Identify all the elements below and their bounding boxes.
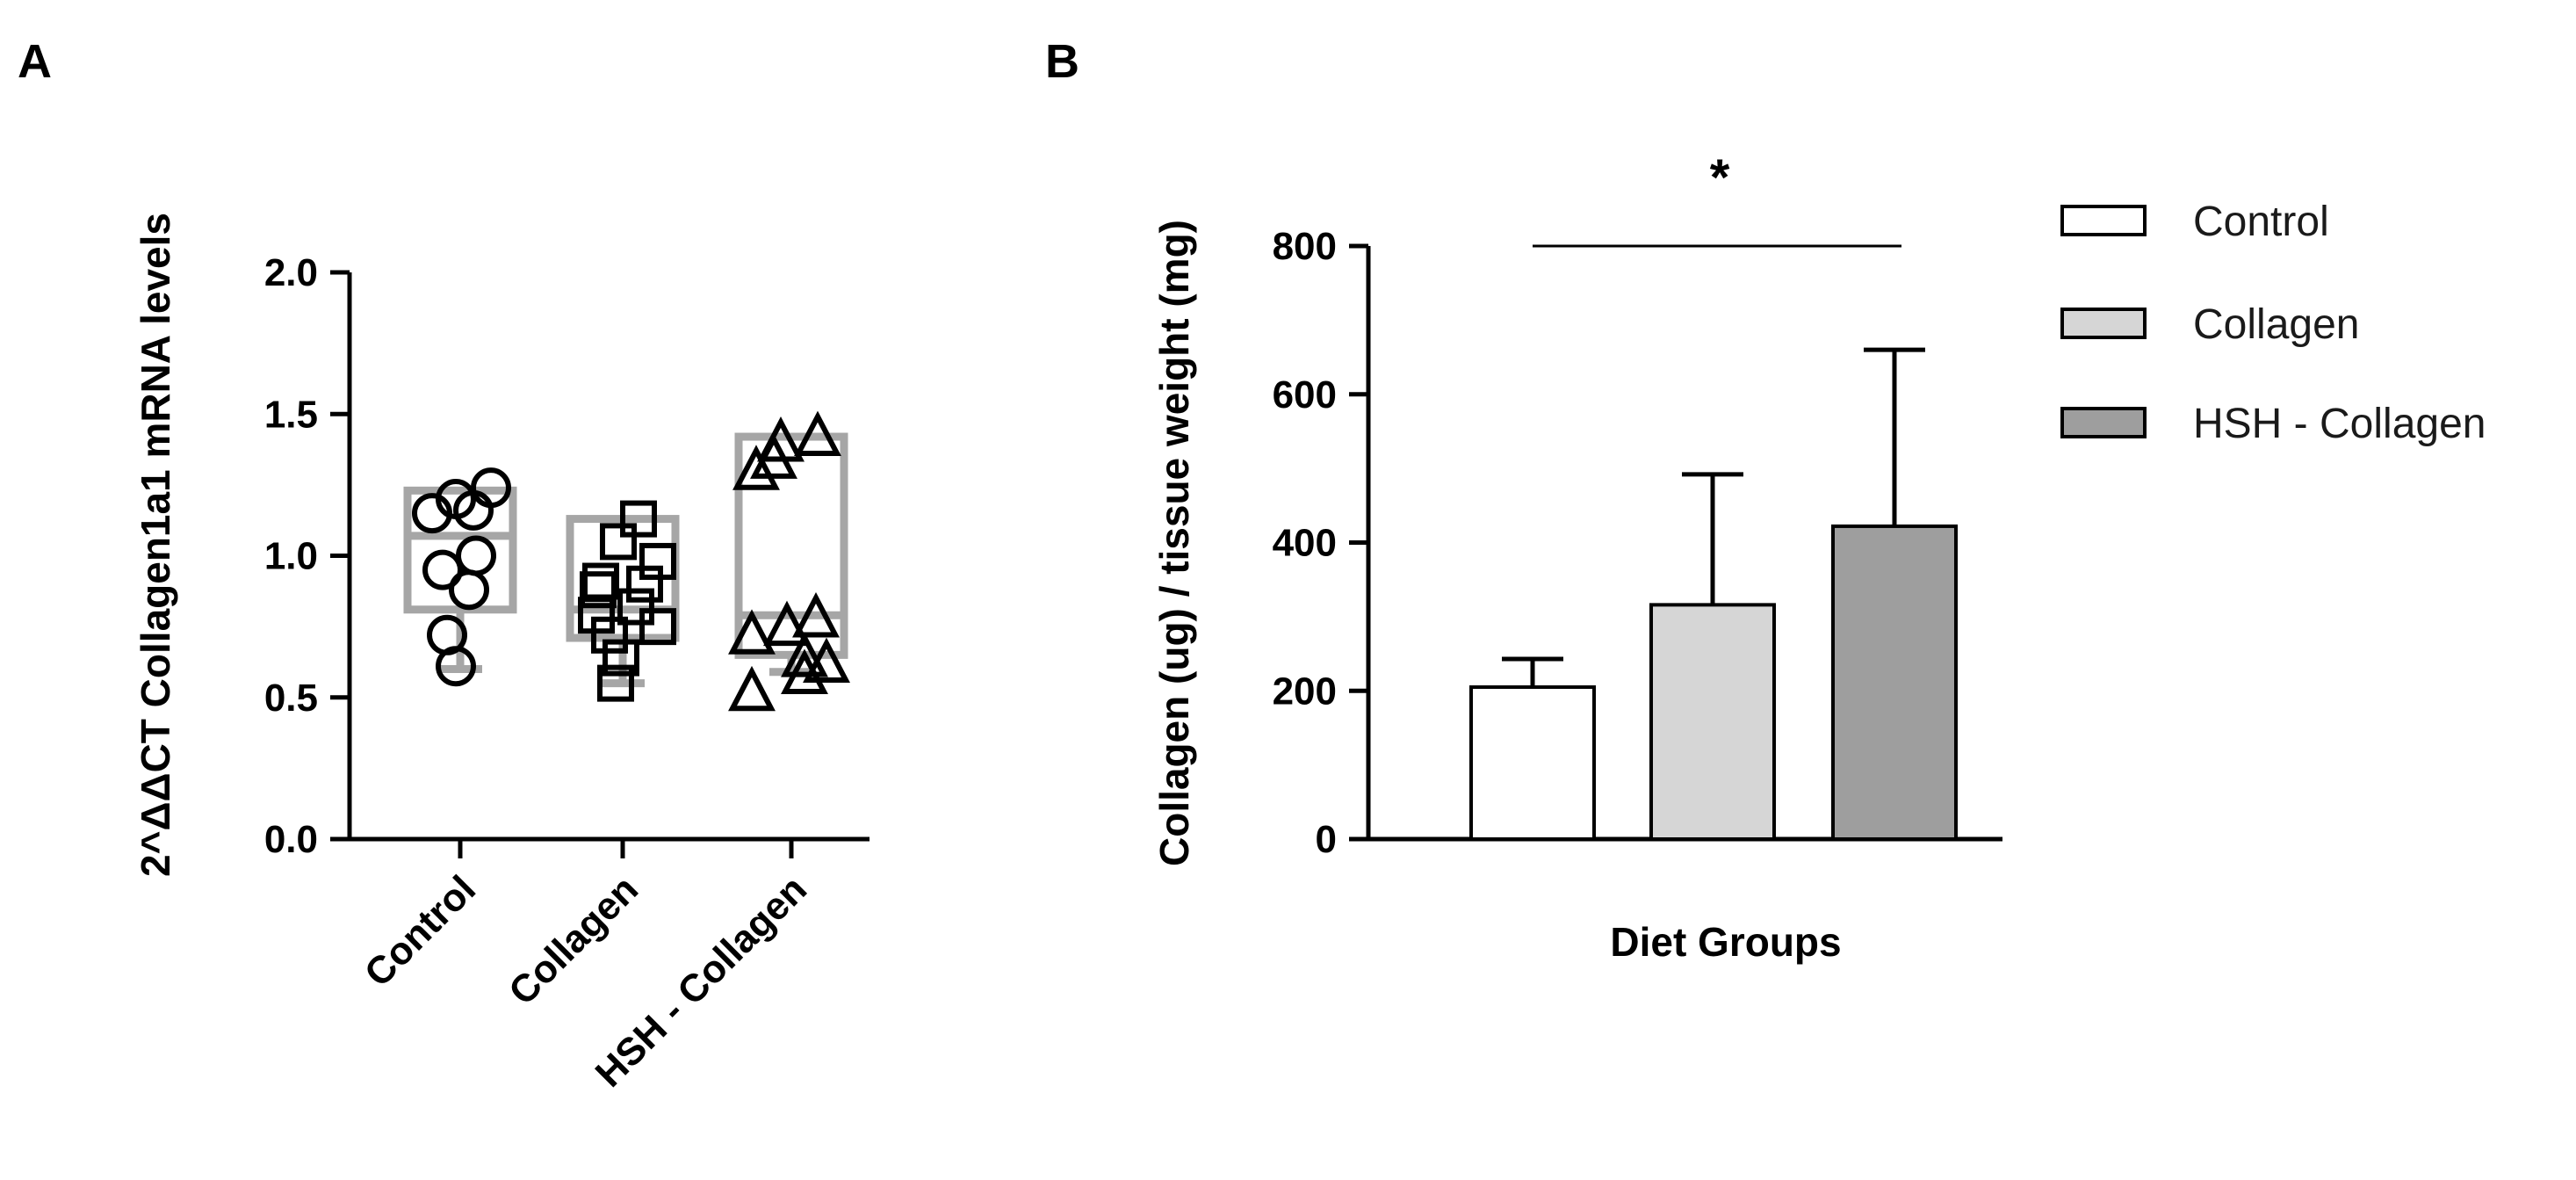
panel-a: A 2^ΔΔCT Collagen1a1 mRNA levels 0.0 0.5 1…	[18, 35, 869, 1096]
panel-a-point-square	[626, 565, 663, 603]
panel-a-y-tick-label: 2.0	[264, 251, 318, 294]
panel-a-point-circle	[453, 489, 494, 531]
panel-a-y-tick-label: 1.0	[264, 535, 318, 578]
panel-a-point-square	[617, 588, 654, 626]
panel-a-point-triangle	[794, 410, 841, 457]
panel-a-point-square	[620, 500, 657, 538]
panel-b-bar	[1831, 524, 1958, 841]
panel-b-bars	[1469, 347, 1958, 841]
panel-a-point-triangle	[728, 609, 776, 655]
panel-a-point-square	[639, 608, 676, 646]
panel-a-point-triangle	[803, 637, 850, 684]
panel-a-point-triangle	[732, 445, 780, 490]
panel-b-y-axis-title: Collagen (ug) / tissue weight (mg)	[1151, 220, 1197, 866]
panel-b-legend-swatch	[2060, 205, 2147, 236]
panel-b-legend-swatch	[2060, 308, 2147, 339]
panel-b-y-tick-label: 400	[1273, 522, 1337, 565]
panel-a-point-square	[580, 571, 617, 609]
panel-a-point-circle	[449, 569, 489, 611]
panel-b-x-axis-title: Diet Groups	[1610, 919, 1841, 965]
panel-a-y-axis-title: 2^ΔΔCT Collagen1a1 mRNA levels	[133, 213, 178, 877]
panel-b-y-tick-label: 800	[1273, 225, 1337, 268]
panel-b-legend-label: HSH - Collagen	[2193, 401, 2486, 447]
panel-b-letter: B	[1045, 35, 1079, 88]
panel-b-legend-swatch	[2060, 407, 2147, 438]
panel-a-point-circle	[456, 535, 496, 576]
panel-a-point-circle	[412, 493, 452, 534]
panel-a-point-triangle	[781, 648, 828, 694]
panel-a-point-triangle	[792, 591, 840, 638]
panel-b: B Collagen (ug) / tissue weight (mg) Die…	[1045, 35, 2486, 965]
panel-b-y-tick-label: 200	[1273, 670, 1337, 713]
panel-a-point-circle	[422, 549, 463, 590]
panel-a-axes: 0.0 0.5 1.0 1.5 2.0	[264, 251, 869, 861]
panel-b-legend: Control Collagen HSH - Collagen	[2060, 199, 2486, 447]
panel-a-point-triangle	[750, 433, 797, 479]
panel-a-point-triangle	[763, 600, 811, 647]
panel-a-point-square	[600, 523, 637, 561]
panel-a-point-circle	[436, 646, 476, 687]
panel-b-significance: *	[1533, 149, 1901, 248]
panel-b-bar	[1649, 603, 1776, 841]
panel-a-point-square	[603, 639, 639, 677]
panel-b-significance-label: *	[1710, 149, 1730, 206]
panel-a-point-square	[591, 616, 628, 654]
panel-a-point-triangle	[781, 632, 828, 677]
panel-a-y-tick-label: 1.5	[264, 393, 318, 436]
panel-b-bar	[1469, 685, 1596, 841]
panel-b-legend-label: Collagen	[2193, 301, 2359, 348]
panel-b-y-tick-label: 600	[1273, 373, 1337, 416]
panel-a-y-tick-label: 0.0	[264, 818, 318, 861]
panel-a-point-triangle	[728, 665, 776, 712]
panel-a-points	[412, 410, 850, 712]
panel-b-legend-label: Control	[2193, 199, 2329, 245]
panel-a-y-tick-label: 0.5	[264, 677, 318, 720]
panel-a-letter: A	[18, 35, 52, 88]
panel-a-point-square	[597, 664, 634, 702]
panel-a-x-tick-label: Collagen	[501, 867, 646, 1013]
panel-a-x-tick-label: Control	[357, 867, 484, 995]
panel-b-y-tick-label: 0	[1316, 818, 1337, 861]
